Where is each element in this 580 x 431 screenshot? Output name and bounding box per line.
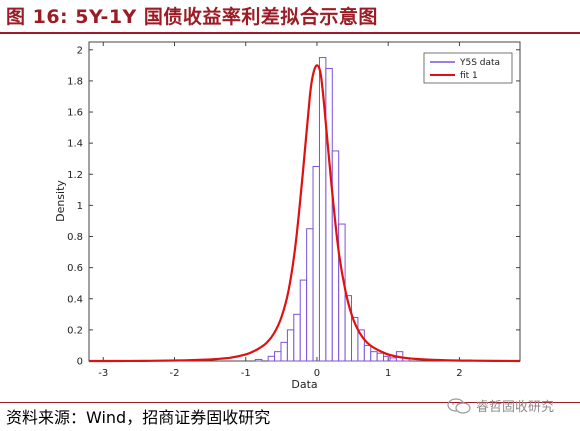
figure-title: 图 16: 5Y-1Y 国债收益率利差拟合示意图 <box>6 6 378 28</box>
histogram-bar <box>274 351 282 362</box>
y-axis-label: Density <box>54 180 67 222</box>
histogram-bar <box>370 351 378 362</box>
histogram-bar <box>389 357 397 362</box>
wechat-icon <box>447 397 471 414</box>
y-tick-label: 1 <box>77 201 83 212</box>
y-tick-label: 1.8 <box>67 76 83 87</box>
y-tick-label: 0.8 <box>67 232 83 243</box>
y-axis-ticks: 0 0.2 0.4 0.6 0.8 1 1.2 1.4 1.6 1.8 2 <box>67 45 520 368</box>
histogram-bar <box>306 228 314 362</box>
x-tick-label: -3 <box>98 368 108 379</box>
legend-box <box>423 52 513 84</box>
histogram-bar <box>254 358 263 362</box>
histogram-bar <box>325 67 333 362</box>
y-tick-label: 1.2 <box>67 170 83 181</box>
histogram-bar <box>338 223 346 362</box>
histogram-bar <box>312 165 320 362</box>
histogram-bars <box>254 57 410 362</box>
density-chart: 0 0.2 0.4 0.6 0.8 1 1.2 1.4 1.6 1.8 2 -3 -2 -1 0 1 2 Da… <box>54 41 521 391</box>
x-axis-label: Data <box>291 378 317 391</box>
histogram-bar <box>331 150 340 362</box>
histogram-bar <box>383 355 391 362</box>
histogram-bar <box>376 352 385 362</box>
y-tick-label: 0 <box>77 357 83 368</box>
footer-divider <box>0 402 580 403</box>
watermark: 睿哲固收研究 <box>446 396 554 415</box>
histogram-bar <box>286 329 295 362</box>
x-tick-label: 0 <box>314 368 320 379</box>
histogram-bar <box>267 355 276 362</box>
source-note: 资料来源：Wind，招商证券固收研究 <box>6 408 271 427</box>
watermark-text: 睿哲固收研究 <box>476 400 555 415</box>
y-tick-label: 0.2 <box>67 325 83 336</box>
histogram-bar <box>363 344 372 362</box>
x-tick-label: 2 <box>456 368 462 379</box>
y-tick-label: 2 <box>77 45 83 56</box>
y-tick-label: 1.6 <box>67 108 83 119</box>
legend-label-fit: fit 1 <box>460 71 478 81</box>
y-tick-label: 0.6 <box>67 263 83 274</box>
histogram-bar <box>293 313 301 362</box>
title-divider <box>0 32 580 34</box>
fit-curve <box>88 64 521 363</box>
x-tick-label: -2 <box>169 368 179 379</box>
x-axis-ticks: -3 -2 -1 0 1 2 <box>98 42 463 379</box>
legend: Y5S data fit 1 <box>423 52 513 84</box>
x-tick-label: 1 <box>385 368 391 379</box>
histogram-bar <box>299 279 308 362</box>
x-tick-label: -1 <box>241 368 251 379</box>
histogram-bar <box>280 341 288 362</box>
y-tick-label: 1.4 <box>67 139 83 150</box>
legend-label-histogram: Y5S data <box>459 58 500 68</box>
y-tick-label: 0.4 <box>67 294 83 305</box>
